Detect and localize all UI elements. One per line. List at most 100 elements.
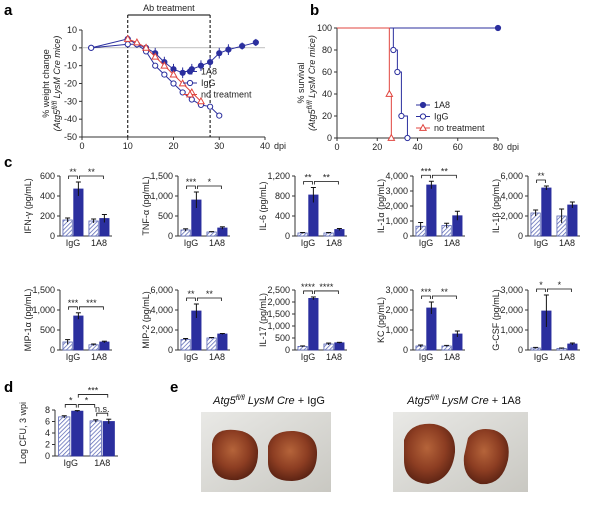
y-tick-label: 400 <box>275 211 290 221</box>
marker <box>225 46 232 53</box>
y-axis-label-part: (Atg5 <box>307 108 317 131</box>
y-tick-label: 1,500 <box>32 285 55 295</box>
x-tick-label: 1A8 <box>91 352 107 362</box>
organ <box>404 423 456 484</box>
y-tick-label: 600 <box>40 171 55 181</box>
y-tick-label: 100 <box>317 23 332 33</box>
x-tick-label: 0 <box>79 141 84 151</box>
marker <box>418 123 428 131</box>
marker <box>387 133 396 141</box>
x-tick-label: IgG <box>419 238 434 248</box>
bar <box>206 231 217 237</box>
marker <box>186 79 194 87</box>
x-tick-label: 20 <box>372 142 382 152</box>
y-tick-label: 3,000 <box>385 285 408 295</box>
significance-label: ** <box>88 167 96 177</box>
significance-bracket <box>421 295 431 299</box>
x-tick-label: 20 <box>168 141 178 151</box>
y-tick-label: 200 <box>40 211 55 221</box>
x-tick-label: 40 <box>412 142 422 152</box>
marker <box>394 68 401 76</box>
y-axis-label-part: (Atg5 <box>52 109 62 132</box>
y-axis-label: TNF-α (pg/mL) <box>141 176 151 235</box>
y-axis-label: (Atg5fl/fl LysM Cre mice) <box>307 35 317 131</box>
significance-label: ** <box>69 167 77 177</box>
organ <box>212 429 259 481</box>
significance-bracket <box>303 181 313 185</box>
y-tick-label: -20 <box>64 79 77 89</box>
y-tick-label: 0 <box>50 231 55 241</box>
x-tick-label: IgG <box>301 238 316 248</box>
y-tick-label: 2,000 <box>500 305 523 315</box>
y-tick-label: 400 <box>40 191 55 201</box>
panel-label: a <box>4 2 13 19</box>
x-tick-label: 30 <box>214 141 224 151</box>
y-tick-label: 1,000 <box>500 325 523 335</box>
significance-label: * <box>69 396 73 406</box>
panel-label: d <box>4 379 13 396</box>
photo-label-part: LysM Cre <box>245 395 295 407</box>
y-tick-label: 0 <box>518 231 523 241</box>
bar <box>541 187 552 237</box>
y-tick-label: 0 <box>285 345 290 355</box>
y-axis-label: IFN-γ (pg/mL) <box>23 178 33 234</box>
significance-label: n.s. <box>95 404 110 414</box>
annotation-text: Ab treatment <box>143 3 195 13</box>
y-tick-label: 0 <box>403 231 408 241</box>
marker <box>404 134 411 142</box>
y-tick-label: 0 <box>518 345 523 355</box>
significance-bracket <box>186 185 196 189</box>
marker <box>169 70 178 78</box>
marker <box>132 38 141 46</box>
y-tick-label: -40 <box>64 114 77 124</box>
significance-label: **** <box>301 282 316 292</box>
photo-label-part: Atg5 <box>406 395 431 407</box>
y-tick-label: 3,000 <box>385 186 408 196</box>
significance-label: * <box>85 396 89 406</box>
marker <box>142 43 151 51</box>
y-tick-label: 500 <box>275 333 290 343</box>
photo-label-part: + IgG <box>295 395 325 407</box>
y-tick-label: 20 <box>322 111 332 121</box>
organ <box>463 429 509 485</box>
significance-bracket <box>96 412 109 417</box>
y-tick-label: 0 <box>168 345 173 355</box>
y-tick-label: 3,000 <box>500 285 523 295</box>
y-tick-label: 6 <box>45 417 50 427</box>
panel-label: c <box>4 154 12 171</box>
y-tick-label: 6,000 <box>150 285 173 295</box>
y-axis-label: MIP-1α (pg/mL) <box>23 289 33 352</box>
y-tick-label: 6,000 <box>500 171 523 181</box>
marker <box>216 112 223 119</box>
significance-bracket <box>431 174 457 179</box>
y-tick-label: 2,000 <box>267 297 290 307</box>
significance-bracket <box>78 306 104 310</box>
legend-label: IgG <box>434 112 449 122</box>
marker <box>88 44 95 51</box>
legend-label: no treatment <box>434 123 485 133</box>
photo-label: Atg5fl/fl LysM Cre + 1A8 <box>392 395 530 407</box>
significance-label: ** <box>441 166 449 176</box>
y-tick-label: -50 <box>64 132 77 142</box>
x-tick-label: IgG <box>66 238 81 248</box>
photo-label: Atg5fl/fl LysM Cre + IgG <box>198 395 334 407</box>
marker <box>188 96 195 103</box>
panel-label: b <box>310 2 319 19</box>
x-axis-label: dpi <box>274 141 286 151</box>
y-tick-label: 1,200 <box>267 171 290 181</box>
marker <box>160 61 169 69</box>
significance-label: *** <box>421 166 432 176</box>
organ <box>268 430 318 481</box>
photo-label-part: Atg5 <box>212 395 237 407</box>
marker <box>152 62 159 69</box>
significance-label: * <box>208 177 212 187</box>
photo <box>393 412 528 492</box>
significance-bracket <box>313 181 339 185</box>
y-tick-label: 2 <box>45 440 50 450</box>
y-tick-label: 1,000 <box>267 321 290 331</box>
y-tick-label: 40 <box>322 89 332 99</box>
marker <box>123 34 132 42</box>
significance-label: ** <box>187 289 195 299</box>
photo-label-part: LysM Cre <box>439 395 489 407</box>
marker <box>185 90 195 98</box>
